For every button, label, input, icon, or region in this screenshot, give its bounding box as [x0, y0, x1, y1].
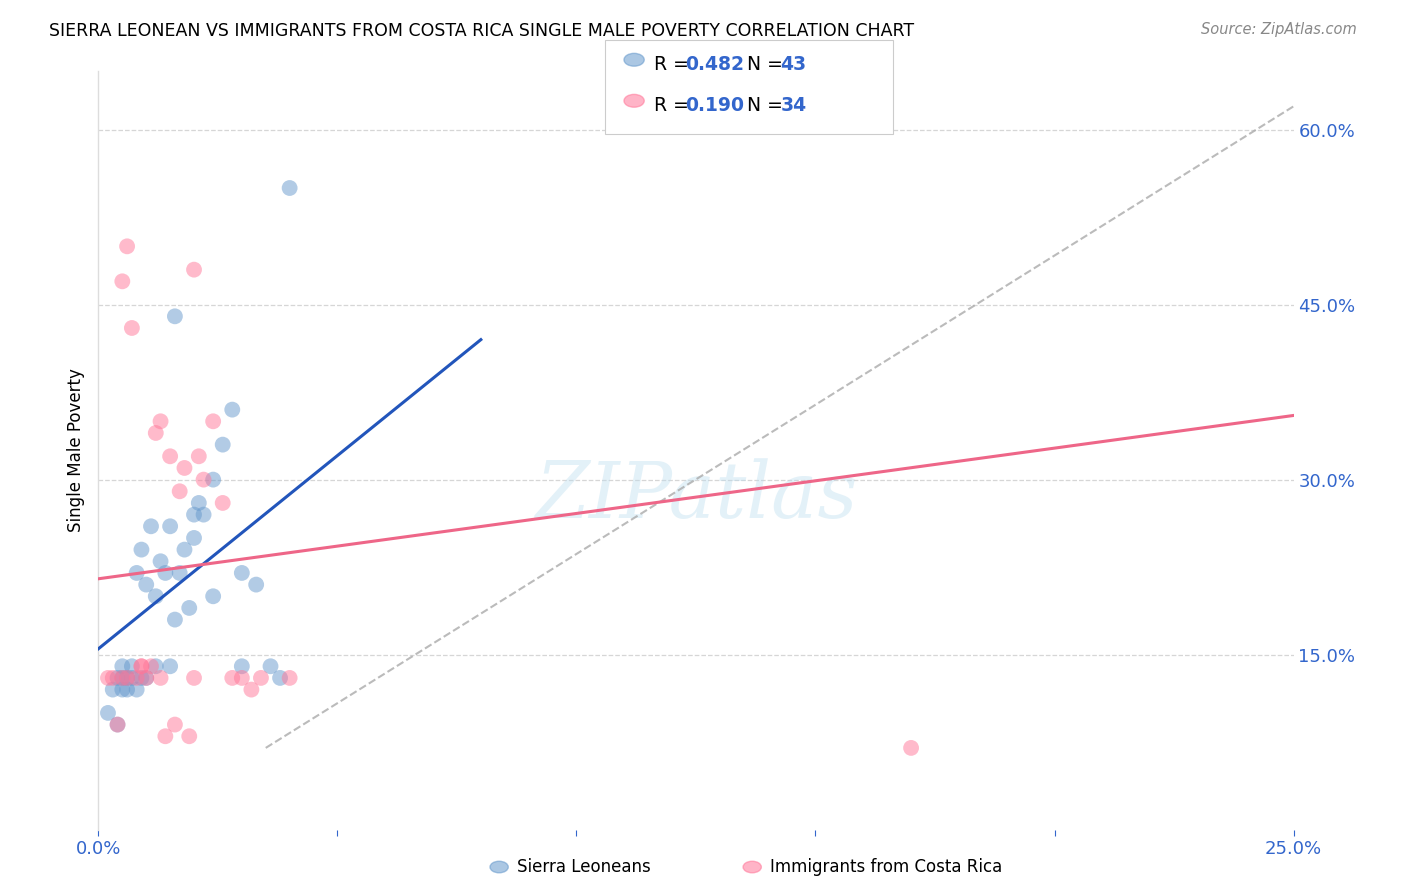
Point [259, 659, 281, 673]
Text: R =: R = [654, 54, 695, 74]
Point [139, 659, 162, 673]
Point [121, 321, 143, 335]
Point [111, 671, 134, 685]
Point [101, 682, 124, 697]
Point [159, 519, 181, 533]
Point [159, 659, 181, 673]
Point [183, 262, 205, 277]
Point [155, 729, 177, 743]
Point [149, 671, 172, 685]
Text: Sierra Leoneans: Sierra Leoneans [517, 858, 651, 876]
Point [173, 461, 195, 475]
Point [159, 450, 181, 464]
Point [240, 682, 263, 697]
Point [173, 542, 195, 557]
Point [131, 659, 153, 673]
Point [111, 274, 134, 288]
Text: N =: N = [735, 54, 789, 74]
Point [278, 671, 301, 685]
Point [139, 519, 162, 533]
Point [115, 682, 138, 697]
Point [135, 671, 157, 685]
Point [202, 589, 225, 603]
Point [121, 671, 143, 685]
Point [145, 659, 167, 673]
Text: SIERRA LEONEAN VS IMMIGRANTS FROM COSTA RICA SINGLE MALE POVERTY CORRELATION CHA: SIERRA LEONEAN VS IMMIGRANTS FROM COSTA … [49, 22, 914, 40]
Point [183, 531, 205, 545]
Point [179, 601, 201, 615]
Point [163, 613, 186, 627]
Point [131, 671, 153, 685]
Point [202, 414, 225, 428]
Point [163, 310, 186, 324]
Point [193, 473, 215, 487]
Point [231, 659, 253, 673]
Point [169, 484, 191, 499]
Point [183, 671, 205, 685]
Point [155, 566, 177, 580]
Point [135, 671, 157, 685]
Point [107, 717, 129, 731]
Text: 0.190: 0.190 [685, 95, 744, 115]
Point [107, 671, 129, 685]
Point [278, 181, 301, 195]
Point [145, 589, 167, 603]
Point [111, 682, 134, 697]
Point [211, 496, 233, 510]
Y-axis label: Single Male Poverty: Single Male Poverty [67, 368, 86, 533]
Point [135, 577, 157, 591]
Point [231, 671, 253, 685]
Point [115, 239, 138, 253]
Point [107, 717, 129, 731]
Point [97, 671, 120, 685]
Point [111, 659, 134, 673]
Point [111, 671, 134, 685]
Point [125, 671, 148, 685]
Text: N =: N = [735, 95, 789, 115]
Point [163, 717, 186, 731]
Point [169, 566, 191, 580]
Point [211, 437, 233, 451]
Point [145, 425, 167, 440]
Point [187, 450, 209, 464]
Point [193, 508, 215, 522]
Text: 0.482: 0.482 [685, 54, 744, 74]
Point [202, 473, 225, 487]
Text: R =: R = [654, 95, 695, 115]
Point [101, 671, 124, 685]
Point [121, 659, 143, 673]
Text: Immigrants from Costa Rica: Immigrants from Costa Rica [770, 858, 1002, 876]
Point [221, 402, 243, 417]
Text: ZIPatlas: ZIPatlas [534, 458, 858, 534]
Point [231, 566, 253, 580]
Point [269, 671, 291, 685]
Point [97, 706, 120, 720]
Point [125, 566, 148, 580]
Point [179, 729, 201, 743]
Point [183, 508, 205, 522]
Point [149, 414, 172, 428]
Point [149, 554, 172, 568]
Text: Source: ZipAtlas.com: Source: ZipAtlas.com [1201, 22, 1357, 37]
Text: 34: 34 [780, 95, 807, 115]
Point [187, 496, 209, 510]
Point [131, 659, 153, 673]
Point [131, 542, 153, 557]
Point [115, 671, 138, 685]
Point [250, 671, 273, 685]
Point [125, 682, 148, 697]
Text: 43: 43 [780, 54, 807, 74]
Point [115, 671, 138, 685]
Point [900, 740, 922, 755]
Point [245, 577, 267, 591]
Point [221, 671, 243, 685]
